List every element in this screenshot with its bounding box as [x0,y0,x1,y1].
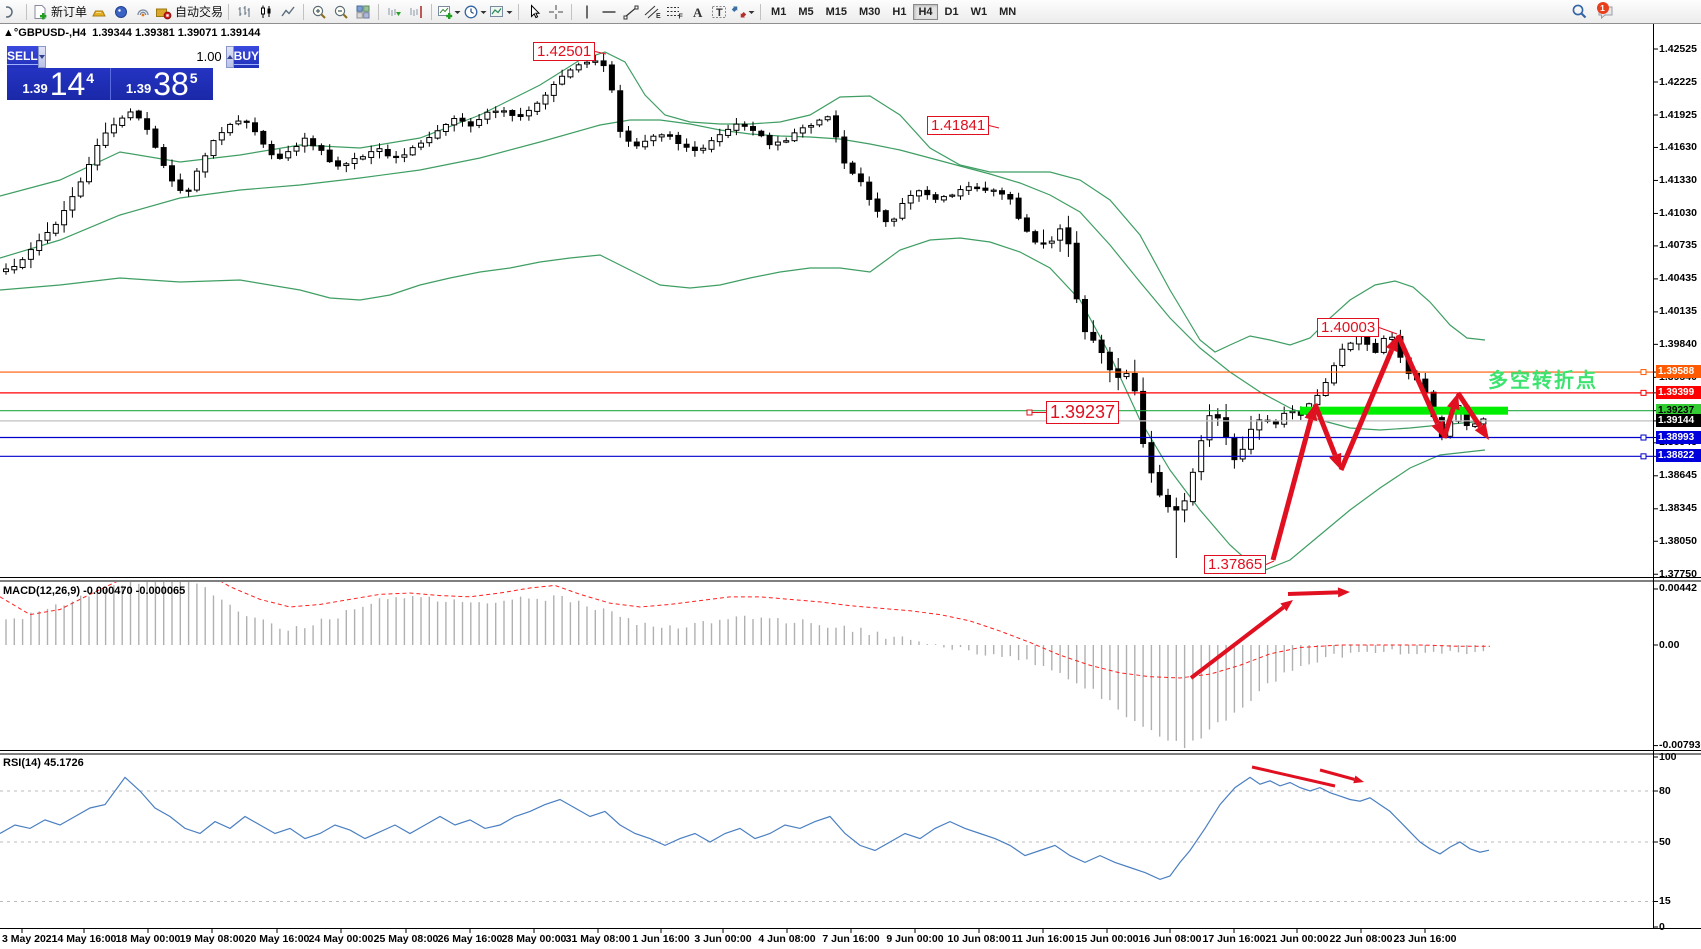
volume-input[interactable] [45,46,226,68]
periods-button[interactable] [463,2,487,22]
buy-price-pip: 5 [189,70,198,86]
price-annotation-tag[interactable]: 1.40003 [1317,318,1380,337]
buy-price-prefix: 1.39 [125,81,152,96]
timeframe-m30[interactable]: M30 [859,5,881,18]
rsi-panel [0,765,1653,902]
horizontal-line-tool-icon[interactable] [599,2,619,22]
community-chat-button[interactable]: 1 [1596,1,1616,22]
sell-button[interactable]: SELL [7,46,38,68]
triangle-down-icon [38,55,45,59]
crosshair-tool-icon[interactable] [546,2,566,22]
volume-increment-button[interactable] [225,46,234,68]
svg-text:E: E [656,13,661,20]
toolbar-separator [228,3,230,20]
timeframe-mn[interactable]: MN [999,5,1017,18]
text-tool-icon[interactable]: A [687,2,707,22]
bar-chart-mode-icon[interactable] [234,2,254,22]
price-annotation-tag[interactable]: 1.42501 [533,42,596,61]
ohlc-values: 1.39344 1.39381 1.39071 1.39144 [92,27,261,39]
template-icon [490,5,504,17]
candlestick-mode-icon[interactable] [256,2,276,22]
timeframe-d1[interactable]: D1 [944,5,959,18]
buy-label: BUY [233,49,260,65]
trendline-tool-icon[interactable] [621,2,641,22]
zoom-out-icon[interactable] [331,2,351,22]
toolbar-separator [303,3,305,20]
volume-decrement-button[interactable] [37,46,46,68]
chevron-down-icon [454,10,461,14]
expert-advisors-icon[interactable] [111,2,131,22]
timeframe-m5[interactable]: M5 [798,5,814,18]
macd-panel [0,582,1490,749]
svg-text:T: T [716,7,723,19]
buy-button[interactable]: BUY [233,46,260,68]
search-icon[interactable] [1569,2,1589,22]
toolbar-separator [378,3,380,20]
symbol-title: ▲°GBPUSD-,H4 [3,27,87,39]
chevron-down-icon [506,10,513,14]
price-annotation-tag[interactable]: 1.37865 [1204,555,1267,574]
sell-price-pip: 4 [86,70,95,86]
line-chart-mode-icon[interactable] [278,2,298,22]
sell-price-main: 14 [49,66,86,102]
chevron-down-icon [480,10,487,14]
cursor-tool-icon[interactable] [524,2,544,22]
toolbar-separator [760,3,762,20]
tile-windows-icon[interactable] [353,2,373,22]
new-order-button[interactable]: 新订单 [32,2,87,22]
svg-text:F: F [679,13,684,20]
equidistant-channel-tool-icon[interactable]: E [643,2,663,22]
text-label-tool-icon[interactable]: T [709,2,729,22]
new-order-icon [34,4,47,19]
fibonacci-tool-icon[interactable]: F [665,2,685,22]
one-click-trade-panel: SELL BUY 1.39 14 4 1.39 38 5 [7,46,260,102]
toolbar: 新订单 自动交易 [0,0,1701,24]
toolbar-separator [518,3,520,20]
signal-icon[interactable] [133,2,153,22]
sell-label: SELL [7,49,38,65]
toolbar-separator [26,3,27,20]
new-order-label: 新订单 [51,5,88,19]
timeframe-m1[interactable]: M1 [771,5,787,18]
chevron-down-icon [748,10,755,14]
clock-icon [464,5,478,18]
sell-price-display[interactable]: 1.39 14 4 [7,68,110,100]
add-indicator-icon [438,5,453,19]
timeframe-w1[interactable]: W1 [970,5,988,18]
timeframe-h4[interactable]: H4 [913,3,938,20]
buy-price-display[interactable]: 1.39 38 5 [109,66,214,102]
auto-scroll-icon[interactable] [384,2,404,22]
timeframe-m15[interactable]: M15 [825,5,847,18]
annotation-green-text[interactable]: 多空转折点 [1488,370,1598,392]
sell-price-prefix: 1.39 [22,81,48,96]
timeframe-h1[interactable]: H1 [892,5,907,18]
triangle-up-icon [226,55,233,59]
main-price-panel [0,51,1653,573]
notification-badge: 1 [1596,1,1609,14]
templates-button[interactable] [489,2,513,22]
price-annotation-tag[interactable]: 1.41841 [927,116,990,135]
buy-price-main: 38 [153,66,189,102]
vertical-line-tool-icon[interactable] [577,2,597,22]
autotrading-label: 自动交易 [175,5,224,19]
clipped-edge-icon[interactable] [1,2,21,22]
add-indicator-button[interactable] [437,2,461,22]
svg-text:A: A [693,5,703,20]
gold-ingot-icon[interactable] [89,2,109,22]
autotrading-button[interactable]: 自动交易 [155,2,223,22]
price-annotation-tag[interactable]: 1.39237 [1046,401,1120,424]
chart-header: ▲°GBPUSD-,H4 1.39344 1.39381 1.39071 1.39… [3,27,266,39]
arrows-tool-icon [731,6,747,17]
toolbar-separator [431,3,433,20]
arrows-tool-button[interactable] [731,2,755,22]
autotrading-icon [156,8,172,19]
toolbar-separator [571,3,573,20]
zoom-in-icon[interactable] [309,2,329,22]
timeframe-group: M1 M5 M15 M30 H1 H4 D1 W1 MN [765,3,1022,20]
chart-shift-icon[interactable] [406,2,426,22]
